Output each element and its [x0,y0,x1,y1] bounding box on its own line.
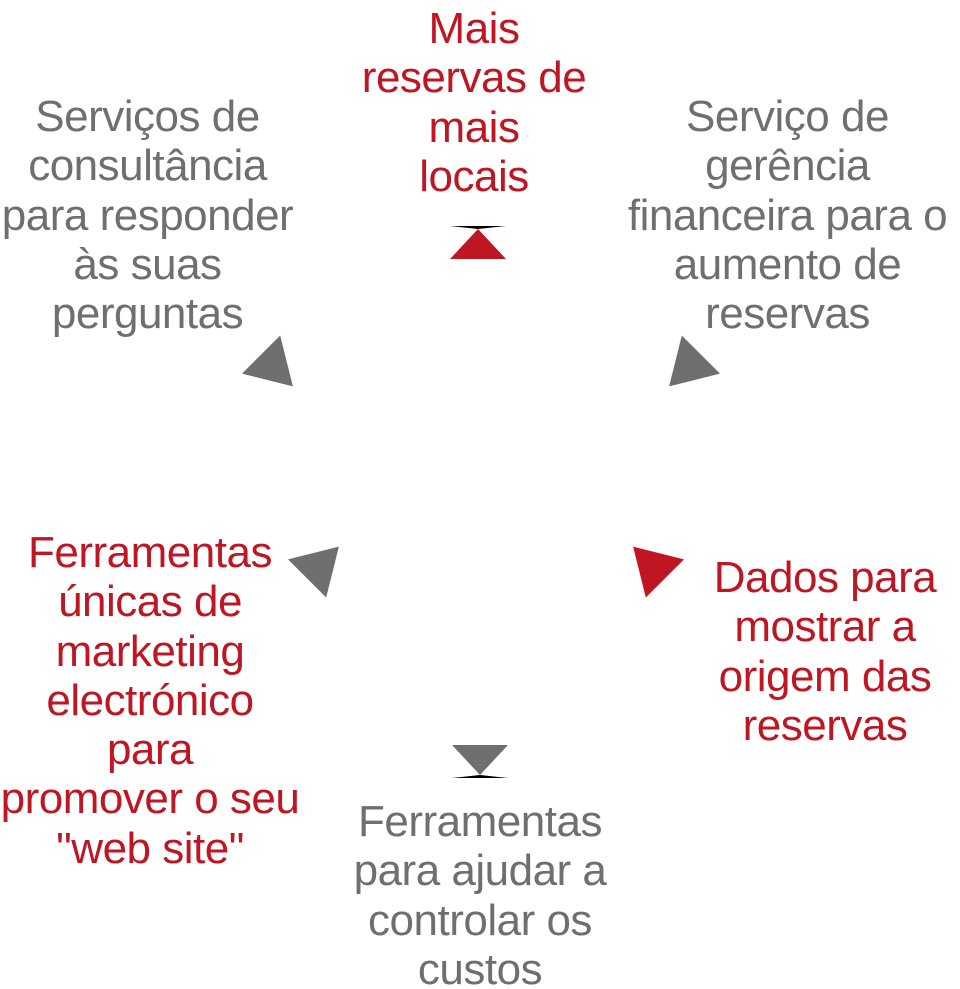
arrow-dl-top-right [650,335,720,405]
arrow-dr-top-left [242,335,312,405]
label-bottom-right: Dados para mostrar a origem das reservas [700,553,950,750]
label-top: Mais reservas de mais locais [344,4,604,201]
label-bottom: Ferramentas para ajudar a controlar os c… [340,797,620,989]
diagram-canvas: Mais reservas de mais locais Serviços de… [0,0,960,989]
arrow-ul-bottom-right [614,527,684,597]
label-bottom-left: Ferramentas únicas de marketing electrón… [0,528,300,873]
arrow-down-bottom [452,745,508,778]
arrow-up-top [450,226,506,259]
label-top-right: Serviço de gerência financeira para o au… [620,92,955,338]
label-top-left: Serviços de consultância para responder … [0,92,295,338]
